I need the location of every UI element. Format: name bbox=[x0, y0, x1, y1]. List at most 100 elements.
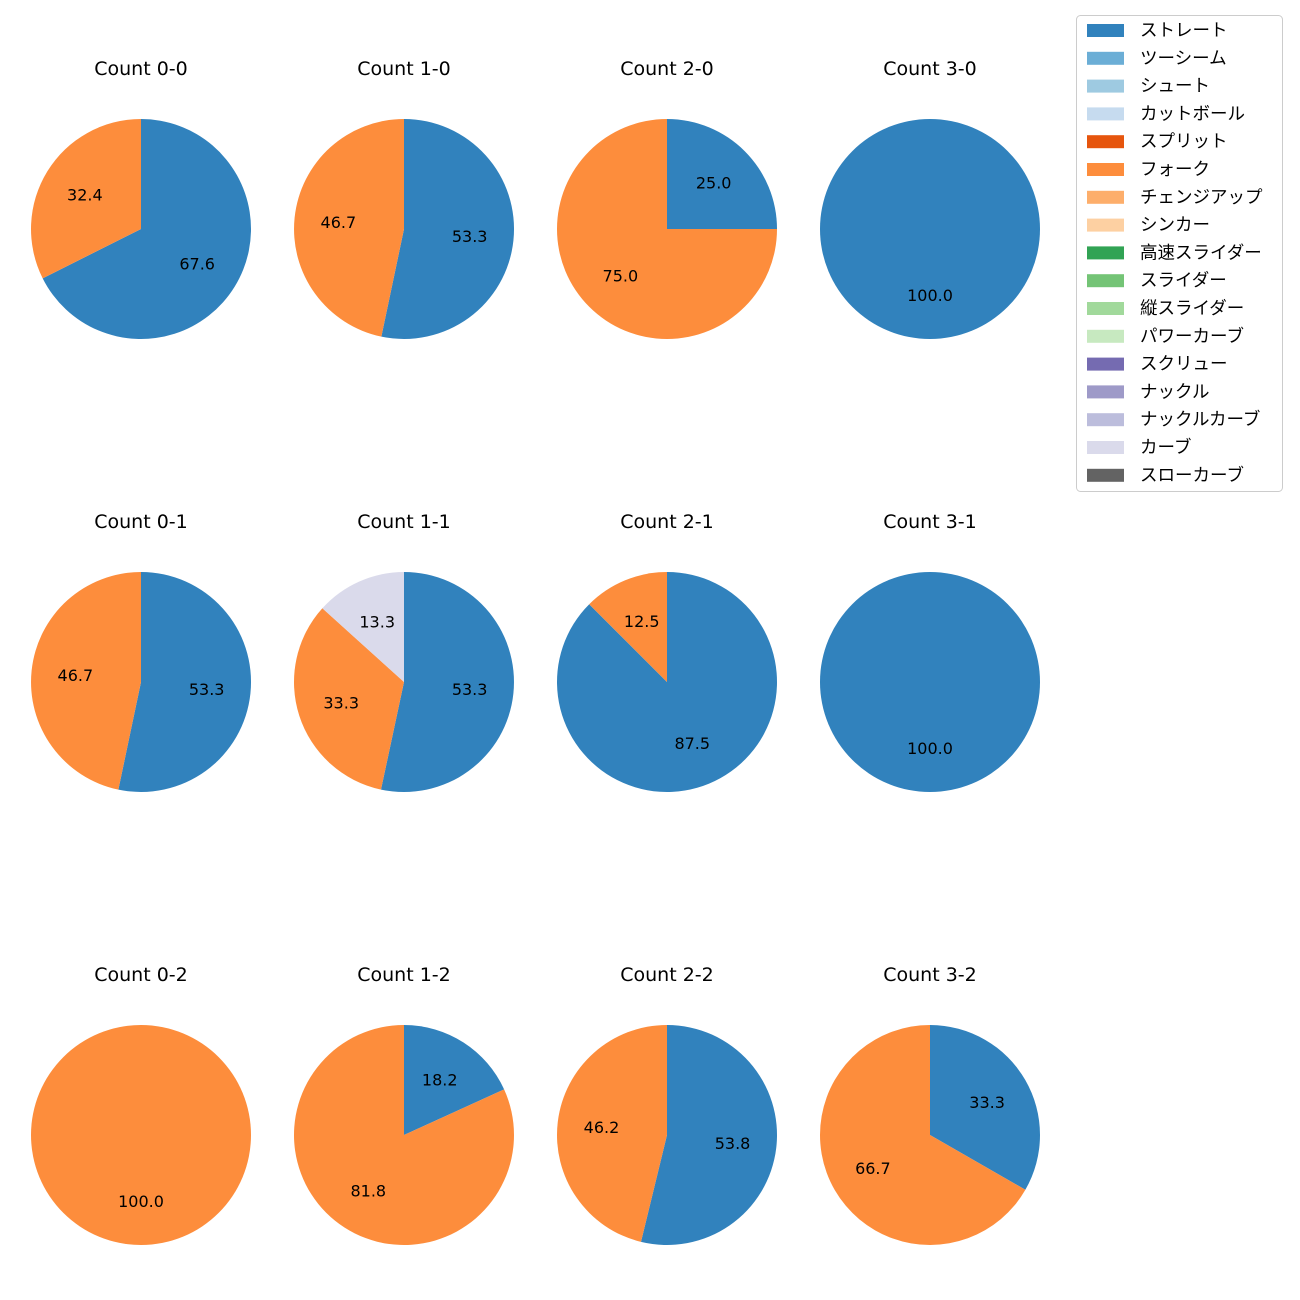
pie-slice-label: 32.4 bbox=[67, 185, 103, 204]
legend-swatch bbox=[1087, 385, 1124, 399]
pie-chart: Count 1-2 18.2 81.8 bbox=[293, 964, 514, 1246]
pie-slice bbox=[667, 119, 777, 229]
legend-item: ツーシーム bbox=[1087, 49, 1227, 69]
legend-swatch bbox=[1087, 274, 1124, 288]
pie-slice-label: 53.8 bbox=[715, 1134, 751, 1153]
pie-slice-label: 100.0 bbox=[118, 1192, 164, 1211]
legend-item: ストレート bbox=[1087, 21, 1228, 41]
legend-label: カットボール bbox=[1140, 104, 1245, 124]
pie-slice-label: 87.5 bbox=[674, 734, 710, 753]
legend-swatch bbox=[1087, 468, 1124, 482]
legend-swatch bbox=[1087, 413, 1124, 427]
pie-slice bbox=[640, 1025, 778, 1246]
pie-chart: Count 2-2 53.8 46.2 bbox=[557, 964, 778, 1246]
pie-title: Count 0-1 bbox=[94, 511, 188, 533]
legend-swatch bbox=[1087, 329, 1124, 343]
legend-label: シンカー bbox=[1140, 216, 1210, 236]
pie-slice bbox=[322, 572, 404, 682]
pie-slice bbox=[294, 119, 404, 337]
pie-slice bbox=[820, 1025, 1026, 1245]
legend-item: スクリュー bbox=[1087, 355, 1228, 375]
legend-item: シンカー bbox=[1087, 216, 1210, 236]
pie-chart: Count 3-1 100.0 bbox=[820, 511, 1040, 792]
pie-chart: Count 0-1 53.3 46.7 bbox=[31, 511, 252, 792]
legend-label: スローカーブ bbox=[1140, 465, 1244, 486]
legend-swatch bbox=[1087, 107, 1124, 121]
pie-title: Count 2-2 bbox=[620, 964, 714, 986]
legend-label: 縦スライダー bbox=[1140, 299, 1244, 319]
legend-label: カーブ bbox=[1140, 437, 1191, 458]
legend-frame bbox=[1076, 15, 1283, 492]
pie-slice-label: 46.7 bbox=[58, 666, 94, 685]
pie-slice bbox=[557, 1025, 667, 1242]
pie-chart: Count 2-0 25.0 75.0 bbox=[557, 58, 777, 339]
legend-label: スプリット bbox=[1140, 132, 1228, 152]
legend-label: スクリュー bbox=[1140, 355, 1228, 375]
pie-slice bbox=[930, 1025, 1041, 1190]
pie-slice-label: 67.6 bbox=[179, 255, 215, 274]
legend-label: シュート bbox=[1140, 77, 1210, 97]
pie-slice-label: 46.7 bbox=[321, 213, 357, 232]
legend-swatch bbox=[1087, 135, 1124, 149]
legend-item: ナックル bbox=[1087, 382, 1209, 402]
legend-item: フォーク bbox=[1087, 160, 1210, 180]
legend-item: シュート bbox=[1087, 77, 1210, 97]
pie-slice bbox=[404, 1025, 505, 1135]
pie-title: Count 3-2 bbox=[883, 964, 977, 986]
pie-slice-label: 18.2 bbox=[422, 1071, 458, 1090]
pie-slice bbox=[31, 1025, 251, 1245]
pie-slice bbox=[118, 572, 252, 792]
pie-slice-label: 25.0 bbox=[696, 173, 732, 192]
pie-title: Count 2-0 bbox=[620, 58, 714, 80]
pie-chart: Count 1-0 53.3 46.7 bbox=[294, 58, 515, 339]
legend-swatch bbox=[1087, 441, 1124, 454]
legend-swatch bbox=[1087, 163, 1124, 176]
legend-swatch bbox=[1087, 302, 1124, 315]
pie-chart: Count 1-1 53.3 33.3 13.3 bbox=[293, 511, 514, 792]
pie-title: Count 0-0 bbox=[94, 58, 188, 80]
legend-item: スプリット bbox=[1087, 132, 1228, 152]
pie-slice-label: 12.5 bbox=[624, 612, 660, 631]
legend-swatch bbox=[1087, 190, 1124, 204]
pie-title: Count 1-0 bbox=[357, 58, 451, 80]
pie-slice bbox=[820, 572, 1040, 792]
legend-item: ナックルカーブ bbox=[1087, 409, 1260, 430]
pie-slice-label: 13.3 bbox=[359, 613, 395, 632]
legend-label: スライダー bbox=[1140, 271, 1227, 291]
pie-slice bbox=[42, 119, 252, 339]
pie-title: Count 1-1 bbox=[357, 511, 451, 533]
legend-item: チェンジアップ bbox=[1087, 188, 1263, 208]
legend-label: ツーシーム bbox=[1140, 49, 1227, 69]
pie-slice bbox=[293, 608, 404, 790]
pie-slice-label: 81.8 bbox=[350, 1182, 386, 1201]
pie-slice bbox=[380, 572, 514, 792]
legend-item: 縦スライダー bbox=[1087, 299, 1244, 319]
pie-title: Count 3-1 bbox=[883, 511, 977, 533]
pie-slice-label: 53.3 bbox=[452, 680, 488, 699]
pie-slice bbox=[557, 119, 777, 339]
pie-title: Count 1-2 bbox=[357, 964, 451, 986]
legend-item: スローカーブ bbox=[1087, 465, 1244, 486]
legend-label: ストレート bbox=[1140, 21, 1228, 41]
legend-swatch bbox=[1087, 24, 1124, 37]
legend-swatch bbox=[1087, 218, 1124, 232]
legend-item: スライダー bbox=[1087, 271, 1227, 291]
legend-item: パワーカーブ bbox=[1087, 326, 1244, 347]
legend-swatch bbox=[1087, 246, 1124, 260]
pie-slice-label: 33.3 bbox=[323, 693, 359, 712]
pie-chart: Count 0-0 67.6 32.4 bbox=[31, 58, 252, 339]
pie-slice-label: 75.0 bbox=[603, 267, 639, 286]
legend: ストレートツーシームシュートカットボールスプリットフォークチェンジアップシンカー… bbox=[1076, 15, 1283, 492]
pie-slice-label: 53.3 bbox=[189, 680, 225, 699]
legend-label: フォーク bbox=[1140, 160, 1210, 180]
legend-label: パワーカーブ bbox=[1140, 326, 1244, 347]
legend-item: 高速スライダー bbox=[1087, 243, 1262, 263]
pie-slice bbox=[589, 572, 667, 682]
legend-item: カットボール bbox=[1087, 104, 1245, 124]
pie-title: Count 0-2 bbox=[94, 964, 188, 986]
pie-slice bbox=[381, 119, 515, 339]
pie-chart: Count 0-2 100.0 bbox=[31, 964, 251, 1245]
pie-title: Count 2-1 bbox=[620, 511, 714, 533]
